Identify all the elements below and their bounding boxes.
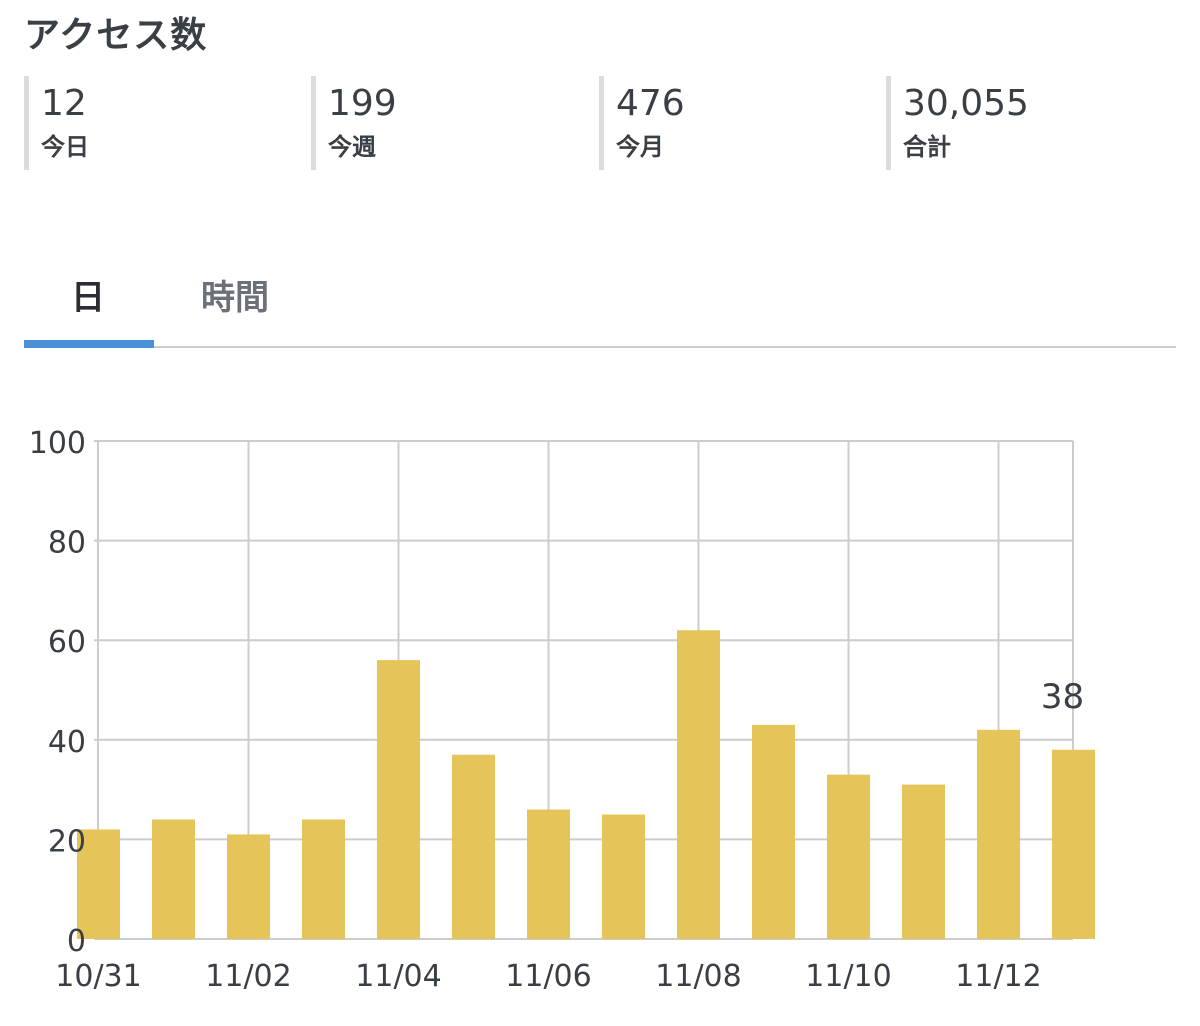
stat-value: 12 [41, 83, 87, 124]
stat-label: 今月 [616, 133, 664, 161]
access-chart: 0 20 40 60 80 100 10/31 11/02 11/04 11/06 11/08 11/… [0, 400, 1200, 1022]
bar [752, 724, 795, 939]
stat-week: 199 今週 [311, 76, 591, 170]
x-tick-label: 11/06 [505, 959, 591, 994]
stat-total: 30,055 合計 [886, 76, 1176, 170]
bar [377, 660, 420, 939]
x-tick-label: 11/12 [955, 959, 1041, 994]
x-tick-label: 11/10 [805, 959, 891, 994]
active-tab-indicator [24, 340, 154, 348]
stat-label: 今週 [328, 133, 376, 161]
bar [527, 809, 570, 939]
bar [827, 774, 870, 939]
x-tick-label: 11/04 [355, 959, 441, 994]
stat-value: 476 [616, 83, 685, 124]
y-tick-label: 100 [29, 426, 86, 461]
stats-row: 12 今日 199 今週 476 今月 30,055 合計 [24, 76, 1184, 170]
bar [902, 784, 945, 939]
bar [1052, 749, 1095, 939]
page-title: アクセス数 [24, 15, 208, 56]
data-label: 38 [1041, 677, 1084, 717]
bar [977, 729, 1020, 939]
x-tick-label: 11/02 [205, 959, 291, 994]
stat-label: 合計 [903, 133, 951, 161]
y-tick-label: 60 [48, 625, 86, 660]
bar [452, 754, 495, 939]
stat-month: 476 今月 [599, 76, 879, 170]
stat-label: 今日 [41, 133, 89, 161]
tab-label: 日 [71, 278, 105, 318]
stat-value: 199 [328, 83, 397, 124]
stat-today: 12 今日 [24, 76, 304, 170]
stat-value: 30,055 [903, 83, 1029, 124]
bar [227, 834, 270, 939]
bar [152, 819, 195, 939]
tab-hour[interactable]: 時間 [174, 250, 304, 348]
bar-chart: 0 20 40 60 80 100 10/31 11/02 11/04 11/06 11/08 11/… [29, 426, 1095, 994]
x-tick-label: 10/31 [55, 959, 141, 994]
y-tick-label: 0 [67, 924, 86, 959]
y-tick-label: 20 [48, 824, 86, 859]
y-tick-label: 80 [48, 526, 86, 561]
tab-day[interactable]: 日 [24, 250, 154, 348]
bar [302, 819, 345, 939]
y-tick-label: 40 [48, 725, 86, 760]
period-tabs: 日 時間 [24, 250, 1176, 350]
x-tick-label: 11/08 [655, 959, 741, 994]
tabs-divider [24, 346, 1176, 348]
bar [602, 814, 645, 939]
bar [77, 829, 120, 939]
tab-label: 時間 [201, 278, 269, 318]
bar [677, 630, 720, 939]
